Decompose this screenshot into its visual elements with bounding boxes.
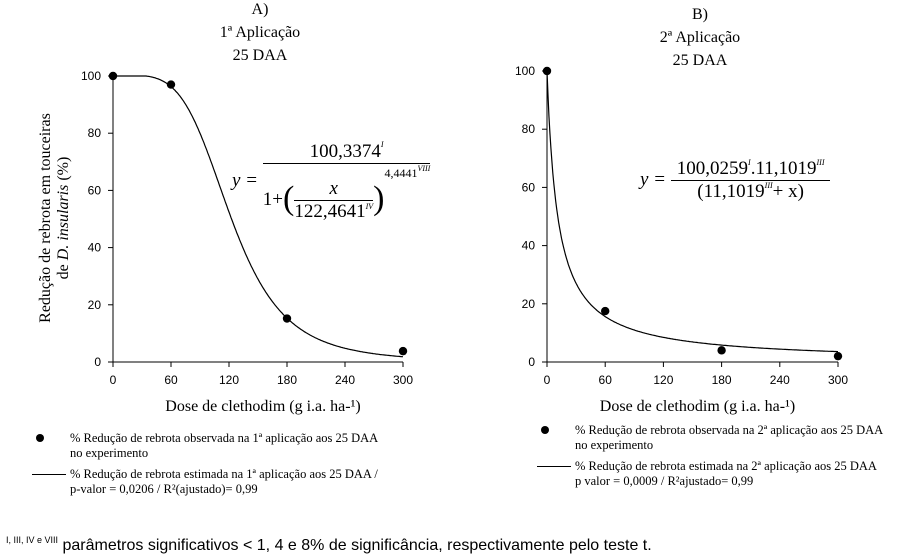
legend-a-dot-marker bbox=[36, 434, 44, 442]
legend-b-observed: % Redução de rebrota observada na 2ª apl… bbox=[537, 423, 909, 453]
chart-b-equation: y = 100,0259I.11,1019III (11,1019III+ x) bbox=[640, 158, 831, 203]
legend-b-line-marker bbox=[537, 466, 571, 467]
legend-b-dot-marker bbox=[541, 426, 549, 434]
equation-a-lhs: y = bbox=[232, 169, 259, 191]
chart-a-x-tick-label: 180 bbox=[277, 373, 297, 387]
chart-a-fit-line bbox=[113, 75, 403, 358]
y-label-prefix: de bbox=[55, 260, 72, 279]
chart-a-legend: % Redução de rebrota observada na 1ª apl… bbox=[32, 431, 452, 497]
chart-b-data-point bbox=[601, 306, 610, 316]
chart-b-x-axis-label: Dose de clethodim (g i.a. ha-¹) bbox=[600, 398, 795, 415]
chart-a-y-axis-label-line2: de D. insularis (%) bbox=[55, 157, 72, 280]
chart-a-title: 1ª Aplicação bbox=[219, 24, 301, 41]
equation-b-numerator: 100,0259I.11,1019III bbox=[670, 158, 831, 181]
chart-a-subtitle: 25 DAA bbox=[232, 47, 288, 64]
chart-b-legend: % Redução de rebrota observada na 2ª apl… bbox=[537, 423, 909, 489]
legend-b-observed-text2: no experimento bbox=[575, 438, 654, 452]
equation-a-numerator: 100,3374I bbox=[262, 140, 431, 164]
chart-b-y-tick-label: 0 bbox=[528, 355, 535, 369]
chart-b-y-tick-label: 80 bbox=[522, 122, 536, 136]
chart-a-data-point bbox=[108, 71, 118, 81]
y-label-species: D. insularis bbox=[55, 185, 72, 262]
chart-a-x-tick-label: 60 bbox=[164, 373, 178, 387]
chart-a-title-block: A) 1ª Aplicação 25 DAA bbox=[175, 0, 345, 67]
chart-a-x-tick-label: 240 bbox=[335, 373, 355, 387]
equation-b-denominator: (11,1019III+ x) bbox=[697, 181, 804, 202]
legend-a-fit-text1: % Redução de rebrota estimada na 1ª apli… bbox=[70, 467, 378, 481]
chart-b-x-tick-label: 120 bbox=[653, 373, 673, 387]
chart-a-x-tick-label: 0 bbox=[110, 373, 117, 387]
chart-b-title: 2ª Aplicação bbox=[659, 29, 741, 46]
chart-a-x-tick-label: 300 bbox=[393, 373, 413, 387]
legend-a-fit: % Redução de rebrota estimada na 1ª apli… bbox=[32, 467, 452, 497]
chart-a-data-point bbox=[282, 314, 292, 323]
chart-b-y-tick-label: 60 bbox=[522, 180, 536, 194]
chart-b-x-tick-label: 0 bbox=[544, 373, 551, 387]
chart-a-y-tick-label: 20 bbox=[88, 298, 102, 312]
legend-a-observed-text1: % Redução de rebrota observada na 1ª apl… bbox=[70, 431, 379, 445]
chart-a-y-tick-label: 40 bbox=[88, 241, 102, 255]
chart-b-x-tick-label: 60 bbox=[599, 373, 613, 387]
footnote: I, III, IV e VIII parâmetros significati… bbox=[6, 535, 652, 555]
chart-b-panel-label: B) bbox=[692, 6, 708, 23]
chart-b-data-point bbox=[542, 66, 552, 76]
equation-a-fraction: 100,3374I 1+(x 122,4641IV)4,4441VIII bbox=[262, 140, 431, 223]
chart-b-subtitle: 25 DAA bbox=[672, 52, 728, 69]
equation-b-lhs: y = bbox=[640, 168, 667, 190]
legend-b-observed-text1: % Redução de rebrota observada na 2ª apl… bbox=[575, 423, 884, 437]
chart-b-data-point bbox=[717, 346, 726, 355]
chart-a-x-tick-label: 120 bbox=[219, 373, 239, 387]
chart-b-y-tick-label: 20 bbox=[522, 297, 536, 311]
chart-a-data-point bbox=[398, 346, 408, 356]
legend-a-observed-text2: no experimento bbox=[70, 446, 149, 460]
legend-b-fit: % Redução de rebrota estimada na 2ª apli… bbox=[537, 459, 909, 489]
legend-b-fit-text1: % Redução de rebrota estimada na 2ª apli… bbox=[575, 459, 877, 473]
chart-b-x-tick-label: 300 bbox=[828, 373, 848, 387]
footnote-superscript: I, III, IV e VIII bbox=[6, 535, 59, 545]
chart-a-data-point bbox=[166, 80, 176, 89]
footnote-text: parâmetros significativos < 1, 4 e 8% de… bbox=[58, 537, 652, 554]
chart-a-equation: y = 100,3374I 1+(x 122,4641IV)4,4441VIII bbox=[232, 140, 431, 223]
chart-b-y-tick-label: 100 bbox=[515, 64, 535, 78]
chart-a-panel-label: A) bbox=[251, 1, 269, 18]
chart-b-y-tick-label: 40 bbox=[522, 239, 536, 253]
chart-a-y-tick-label: 80 bbox=[88, 126, 102, 140]
chart-a-y-axis-label-line1: Redução de rebrota em touceiras bbox=[37, 113, 54, 323]
chart-a-y-tick-label: 60 bbox=[88, 183, 102, 197]
chart-a-x-axis-label: Dose de clethodim (g i.a. ha-¹) bbox=[165, 398, 360, 415]
legend-a-fit-text2: p-valor = 0,0206 / R²(ajustado)= 0,99 bbox=[70, 482, 258, 496]
equation-b-fraction: 100,0259I.11,1019III (11,1019III+ x) bbox=[670, 158, 831, 203]
legend-b-fit-text2: p valor = 0,0009 / R²ajustado= 0,99 bbox=[575, 474, 754, 488]
chart-b-x-tick-label: 180 bbox=[712, 373, 732, 387]
legend-a-observed: % Redução de rebrota observada na 1ª apl… bbox=[32, 431, 452, 461]
chart-a-y-tick-label: 100 bbox=[81, 69, 101, 83]
chart-b-x-tick-label: 240 bbox=[770, 373, 790, 387]
chart-b-fit-line bbox=[546, 70, 838, 353]
equation-a-denominator: 1+(x 122,4641IV)4,4441VIII bbox=[262, 164, 431, 223]
legend-a-line-marker bbox=[32, 474, 66, 475]
chart-b-data-point bbox=[833, 351, 843, 361]
y-label-suffix: (%) bbox=[55, 157, 72, 185]
chart-b-title-block: B) 2ª Aplicação 25 DAA bbox=[615, 3, 785, 72]
chart-a-y-tick-label: 0 bbox=[94, 355, 101, 369]
